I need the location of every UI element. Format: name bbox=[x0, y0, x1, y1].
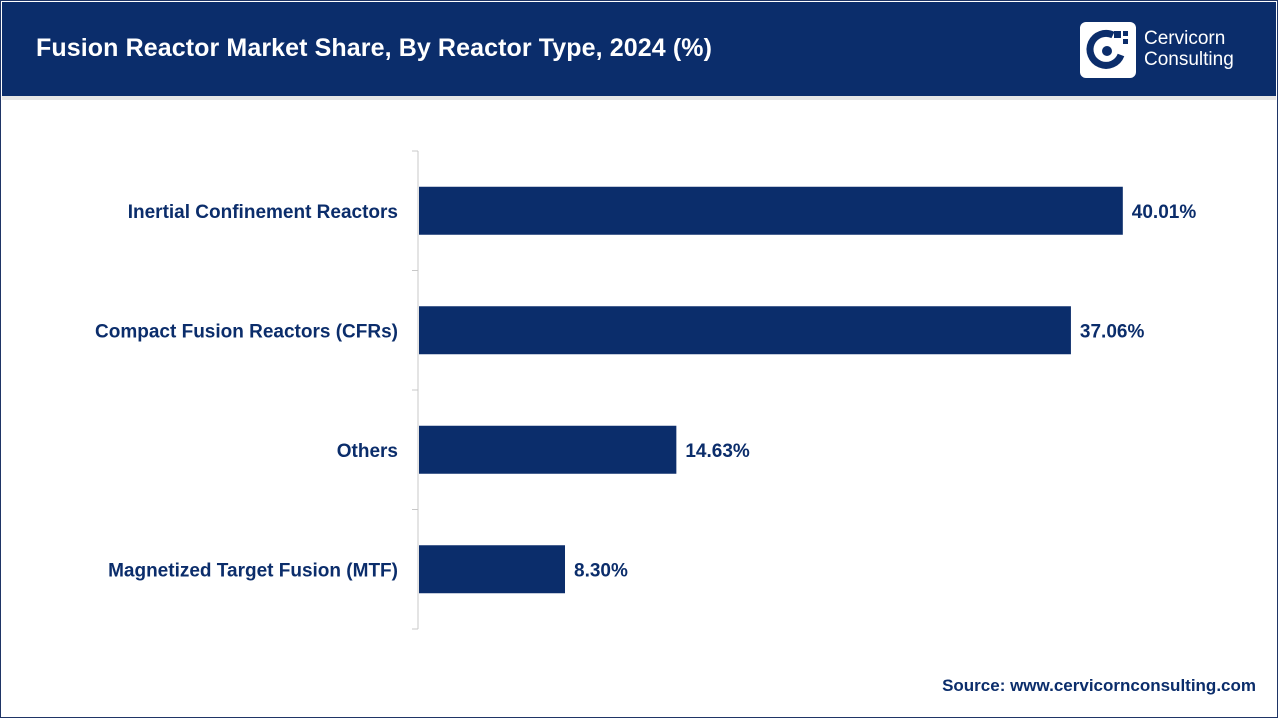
bar-3 bbox=[419, 425, 677, 474]
data-label: 37.06% bbox=[1080, 321, 1145, 342]
data-label: 8.30% bbox=[574, 560, 628, 581]
source-note: Source: www.cervicornconsulting.com bbox=[942, 676, 1256, 695]
bar-1 bbox=[419, 186, 1123, 235]
data-label: 14.63% bbox=[685, 441, 750, 462]
category-label: Others bbox=[337, 441, 398, 462]
data-label: 40.01% bbox=[1132, 202, 1197, 223]
logo-text-line2: Consulting bbox=[1144, 49, 1234, 70]
category-label: Inertial Confinement Reactors bbox=[128, 202, 398, 223]
logo-text-line1: Cervicorn bbox=[1144, 28, 1226, 49]
cervicorn-logo-icon bbox=[1080, 22, 1136, 78]
header-banner: Fusion Reactor Market Share, By Reactor … bbox=[2, 2, 1276, 96]
brand-logo: Cervicorn Consulting bbox=[1080, 22, 1260, 80]
header-divider bbox=[2, 96, 1276, 100]
chart-title: Fusion Reactor Market Share, By Reactor … bbox=[36, 34, 712, 62]
bar-2 bbox=[419, 306, 1071, 355]
category-label: Magnetized Target Fusion (MTF) bbox=[108, 560, 398, 581]
category-label: Compact Fusion Reactors (CFRs) bbox=[95, 321, 398, 342]
bar-4 bbox=[419, 545, 566, 594]
